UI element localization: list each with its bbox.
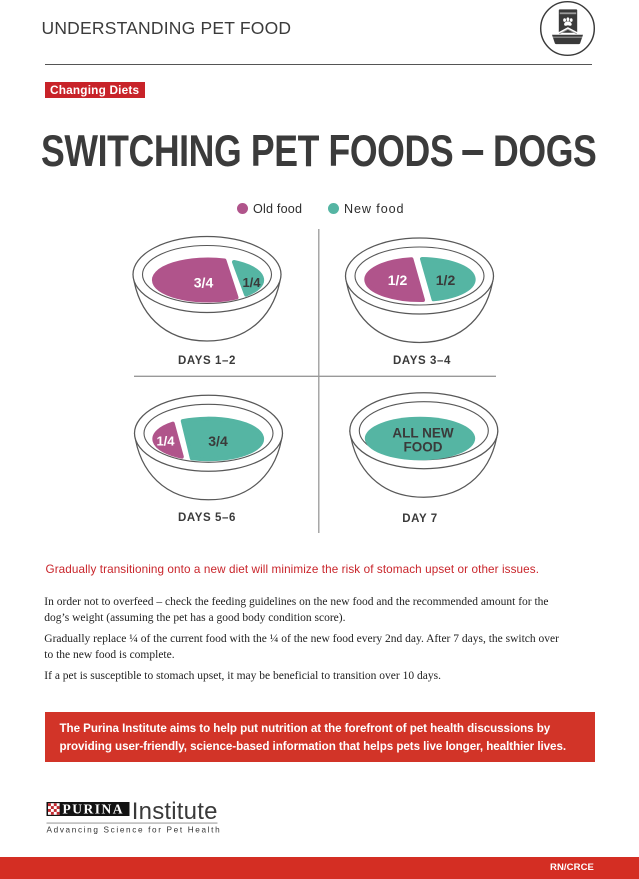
svg-text:1/2: 1/2 (388, 272, 408, 288)
svg-text:1/4: 1/4 (242, 275, 261, 290)
svg-text:Advancing Science for Pet Heal: Advancing Science for Pet Health (47, 826, 222, 835)
svg-text:ALL NEW: ALL NEW (392, 426, 454, 441)
svg-text:1/2: 1/2 (436, 272, 456, 288)
svg-text:1/4: 1/4 (156, 434, 175, 449)
svg-text:3/4: 3/4 (208, 433, 228, 449)
svg-text:3/4: 3/4 (194, 275, 214, 291)
svg-text:Institute: Institute (132, 799, 218, 825)
svg-text:FOOD: FOOD (404, 440, 443, 455)
svg-text:PURINA: PURINA (63, 802, 125, 817)
